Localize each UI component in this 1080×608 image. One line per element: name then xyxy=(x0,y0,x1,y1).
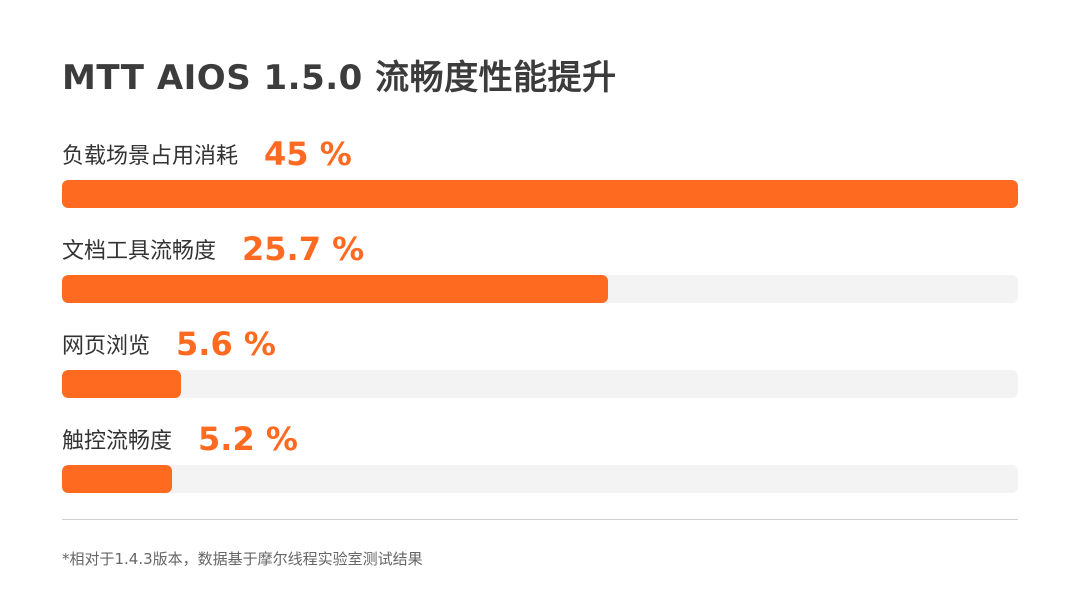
bar-category-label: 网页浏览 xyxy=(62,334,151,359)
bar-category-label: 触控流畅度 xyxy=(62,429,173,454)
bar-fill xyxy=(62,465,172,493)
divider xyxy=(62,519,1018,520)
footnote: *相对于1.4.3版本，数据基于摩尔线程实验室测试结果 xyxy=(62,550,423,568)
bar-value-label: 25.7 % xyxy=(242,230,365,268)
bar-value-label: 45 % xyxy=(264,135,352,173)
bar-value-label: 5.2 % xyxy=(198,420,298,458)
bar-row: 触控流畅度 5.2 % xyxy=(62,417,1018,512)
bar-value-label: 5.6 % xyxy=(176,325,276,363)
bar-track xyxy=(62,180,1018,208)
bar-rows: 负载场景占用消耗 45 % 文档工具流畅度 25.7 % 网页浏览 5.6 % 触控流畅度 5… xyxy=(62,132,1018,512)
bar-category-label: 文档工具流畅度 xyxy=(62,239,217,264)
chart-title: MTT AIOS 1.5.0 流畅度性能提升 xyxy=(62,58,617,98)
bar-fill xyxy=(62,370,181,398)
bar-row-header: 文档工具流畅度 25.7 % xyxy=(62,227,1018,275)
bar-track xyxy=(62,465,1018,493)
bar-row: 负载场景占用消耗 45 % xyxy=(62,132,1018,227)
bar-row-header: 负载场景占用消耗 45 % xyxy=(62,132,1018,180)
bar-track xyxy=(62,370,1018,398)
bar-row-header: 网页浏览 5.6 % xyxy=(62,322,1018,370)
bar-fill xyxy=(62,180,1018,208)
bar-row: 网页浏览 5.6 % xyxy=(62,322,1018,417)
bar-row-header: 触控流畅度 5.2 % xyxy=(62,417,1018,465)
bar-track xyxy=(62,275,1018,303)
bar-fill xyxy=(62,275,608,303)
bar-row: 文档工具流畅度 25.7 % xyxy=(62,227,1018,322)
bar-category-label: 负载场景占用消耗 xyxy=(62,144,239,169)
